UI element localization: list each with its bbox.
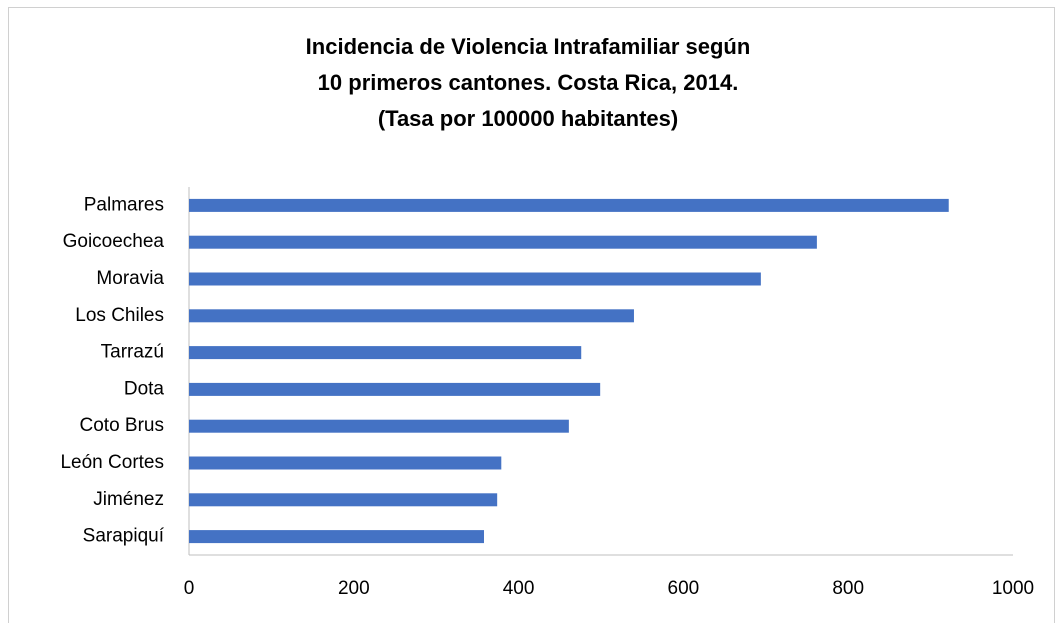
x-tick-label: 200 (338, 578, 370, 599)
chart-title: Incidencia de Violencia Intrafamiliar se… (306, 34, 751, 59)
y-tick-label: Jiménez (93, 489, 164, 510)
bar (189, 382, 601, 396)
x-tick-label: 600 (668, 578, 700, 599)
bar (189, 419, 569, 433)
y-tick-label: Dota (124, 378, 165, 399)
y-tick-label: Goicoechea (63, 231, 165, 252)
x-tick-label: 800 (832, 578, 864, 599)
y-tick-label: Coto Brus (80, 415, 164, 436)
bar (189, 235, 817, 249)
bar (189, 493, 498, 507)
bar (189, 309, 634, 323)
y-tick-label: Tarrazú (101, 342, 164, 363)
chart-title: (Tasa por 100000 habitantes) (378, 106, 678, 131)
x-tick-label: 1000 (992, 578, 1034, 599)
bar (189, 346, 582, 360)
y-tick-label: Los Chiles (75, 305, 164, 326)
bar (189, 456, 502, 470)
x-tick-label: 0 (184, 578, 195, 599)
y-tick-label: Moravia (96, 268, 164, 289)
y-tick-label: León Cortes (60, 452, 164, 473)
bar (189, 272, 761, 286)
y-tick-label: Palmares (84, 194, 164, 215)
bar (189, 198, 949, 212)
chart-title: 10 primeros cantones. Costa Rica, 2014. (318, 70, 739, 95)
x-tick-label: 400 (503, 578, 535, 599)
bar (189, 530, 484, 544)
y-tick-label: Sarapiquí (83, 526, 165, 547)
